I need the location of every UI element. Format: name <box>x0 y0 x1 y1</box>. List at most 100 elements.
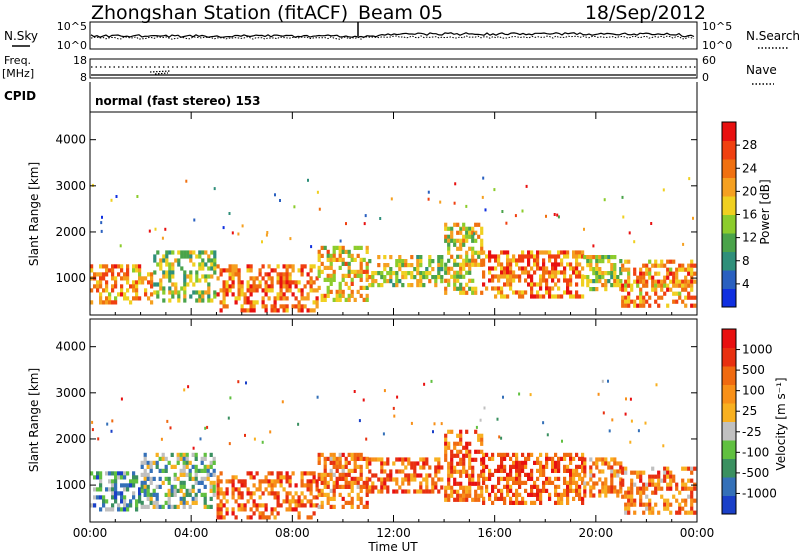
echo-scatter <box>316 395 319 399</box>
echo-cell <box>425 481 429 486</box>
echo-cell <box>93 475 97 480</box>
echo-cell <box>114 479 118 484</box>
echo-cell <box>563 464 567 469</box>
echo-cell <box>329 488 333 493</box>
echo-cell <box>240 479 244 484</box>
echo-scatter <box>662 188 665 192</box>
echo-cell <box>624 267 628 272</box>
echo-cell <box>326 273 330 278</box>
echo-cell <box>657 279 661 284</box>
echo-cell <box>240 284 244 289</box>
echo-cell <box>111 471 115 476</box>
echo-cell <box>380 461 384 466</box>
echo-cell <box>288 276 292 281</box>
echo-cell <box>317 488 321 493</box>
echo-cell <box>627 490 631 495</box>
echo-cell <box>601 283 605 288</box>
echo-cell <box>401 477 405 482</box>
echo-cell <box>365 293 369 298</box>
echo-cell <box>551 262 555 267</box>
echo-cell <box>482 250 486 255</box>
echo-cell <box>518 468 522 473</box>
echo-cell <box>462 290 466 295</box>
echo-cell <box>185 500 189 505</box>
echo-cell <box>601 271 605 276</box>
echo-cell <box>285 471 289 476</box>
echo-cell <box>231 507 235 512</box>
echo-cell <box>666 303 670 308</box>
echo-cell <box>428 465 432 470</box>
echo-cell <box>149 468 153 473</box>
echo-cell <box>589 259 593 264</box>
echo-cell <box>326 253 330 258</box>
echo-cell <box>323 476 327 481</box>
echo-cell <box>633 482 637 487</box>
echo-cell <box>515 472 519 477</box>
echo-cell <box>595 457 599 462</box>
echo-cell <box>450 226 454 231</box>
echo-cell <box>444 286 448 291</box>
colorbar-swatch <box>722 477 736 496</box>
x-tick-label: 16:00 <box>477 526 512 540</box>
echo-cell <box>267 284 271 289</box>
echo-cell <box>450 453 454 458</box>
echo-cell <box>453 238 457 243</box>
echo-cell <box>419 481 423 486</box>
echo-cell <box>270 471 274 476</box>
echo-cell <box>216 511 220 516</box>
echo-cell <box>203 476 207 481</box>
echo-cell <box>267 491 271 496</box>
echo-cell <box>669 259 673 264</box>
echo-cell <box>309 471 313 476</box>
echo-cell <box>607 465 611 470</box>
echo-cell <box>249 288 253 293</box>
echo-cell <box>138 264 142 269</box>
echo-cell <box>335 484 339 489</box>
colorbar-tick-label: 24 <box>742 161 757 175</box>
echo-cell <box>530 278 534 283</box>
echo-cell <box>300 272 304 277</box>
echo-cell <box>563 488 567 493</box>
echo-cell <box>326 293 330 298</box>
echo-cell <box>515 496 519 501</box>
echo-cell <box>444 441 448 446</box>
echo-cell <box>108 479 112 484</box>
echo-cell <box>240 495 244 500</box>
echo-cell <box>189 254 193 259</box>
echo-cell <box>135 284 139 289</box>
echo-cell <box>150 300 154 305</box>
echo-cell <box>258 503 262 508</box>
echo-cell <box>312 495 316 500</box>
echo-cell <box>177 262 181 267</box>
echo-cell <box>261 479 265 484</box>
echo-cell <box>338 492 342 497</box>
echo-scatter <box>546 433 549 437</box>
echo-cell <box>425 461 429 466</box>
echo-cell <box>554 464 558 469</box>
echo-scatter <box>542 421 545 425</box>
echo-cell <box>503 500 507 505</box>
echo-cell <box>392 283 396 288</box>
echo-cell <box>624 303 628 308</box>
echo-cell <box>195 298 199 303</box>
echo-cell <box>515 500 519 505</box>
echo-cell <box>437 461 441 466</box>
echo-cell <box>651 466 655 471</box>
echo-cell <box>243 479 247 484</box>
echo-cell <box>176 452 180 457</box>
echo-cell <box>410 461 414 466</box>
echo-cell <box>347 460 351 465</box>
echo-cell <box>114 475 118 480</box>
echo-cell <box>270 308 274 313</box>
echo-cell <box>474 497 478 502</box>
echo-cell <box>533 500 537 505</box>
echo-cell <box>500 262 504 267</box>
echo-cell <box>566 282 570 287</box>
echo-cell <box>551 254 555 259</box>
echo-cell <box>521 270 525 275</box>
echo-cell <box>240 491 244 496</box>
echo-cell <box>126 264 130 269</box>
echo-cell <box>515 456 519 461</box>
echo-cell <box>642 490 646 495</box>
